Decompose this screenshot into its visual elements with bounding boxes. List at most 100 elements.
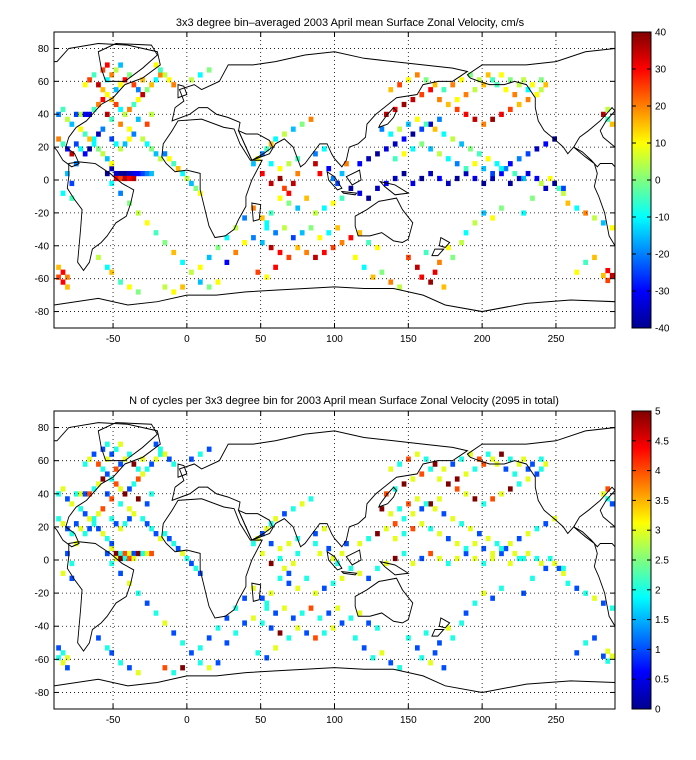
data-cell (197, 570, 203, 577)
data-cell (96, 101, 101, 108)
data-cell (534, 471, 540, 477)
data-cell (538, 560, 544, 567)
data-cell (56, 264, 61, 270)
data-cell (268, 590, 274, 596)
colorbar-tick-label: 1 (655, 645, 661, 656)
data-cell (472, 600, 478, 606)
data-cell (561, 185, 566, 191)
data-cell (375, 565, 380, 572)
data-cell (206, 635, 212, 641)
data-cell (255, 650, 261, 656)
data-cell (73, 161, 79, 167)
velocity-colorbar: 40 30 20 10 0 -10 -20 -30 -40 (631, 28, 670, 335)
data-cell (339, 575, 345, 581)
data-cell (104, 550, 110, 557)
data-cell (419, 471, 425, 477)
data-cell (69, 531, 75, 537)
data-cell (406, 254, 411, 261)
data-cell (503, 87, 509, 93)
data-cell (149, 491, 154, 497)
data-cell (251, 205, 256, 211)
data-cell (180, 665, 185, 671)
data-cell (100, 151, 106, 157)
data-cell (127, 126, 132, 132)
data-cell (428, 660, 433, 666)
data-cell (113, 170, 119, 177)
data-cell (96, 635, 101, 641)
data-cell (158, 72, 163, 78)
data-cell (525, 550, 531, 557)
data-cell (499, 111, 504, 117)
x-tick-label: 0 (184, 334, 190, 345)
data-cell (375, 244, 380, 251)
data-cell (308, 225, 314, 231)
data-cell (538, 456, 544, 462)
data-cell (251, 615, 256, 621)
data-cell (414, 72, 420, 78)
data-cell (459, 521, 464, 527)
data-cell (339, 240, 345, 246)
data-cell (317, 615, 323, 621)
data-cell (175, 545, 181, 552)
data-cell (118, 555, 123, 562)
data-cell (410, 526, 416, 532)
data-cell (65, 496, 70, 502)
data-cell (561, 565, 566, 572)
data-cell (113, 481, 119, 487)
data-cell (104, 535, 110, 542)
data-cell (472, 540, 478, 547)
data-cell (96, 146, 101, 152)
data-cell (463, 170, 469, 177)
data-cell (543, 521, 549, 527)
data-cell (153, 151, 159, 157)
colorbar-tick-label: 40 (655, 28, 667, 39)
colorbar-tick-label: 4 (655, 466, 661, 477)
data-cell (69, 180, 75, 187)
data-cell (375, 151, 380, 157)
data-cell (60, 190, 66, 196)
data-cell (401, 516, 407, 522)
colorbar-tick-label: 2 (655, 585, 661, 596)
data-cell (184, 175, 190, 182)
data-cell (366, 620, 371, 626)
data-cell (516, 101, 522, 108)
data-cell (494, 161, 500, 167)
data-cell (78, 126, 84, 132)
data-cell (397, 82, 402, 88)
data-cell (534, 92, 540, 98)
data-cell (463, 92, 469, 98)
data-cell (91, 106, 97, 113)
data-cell (423, 456, 429, 462)
data-cell (605, 648, 611, 654)
data-cell (82, 111, 88, 117)
x-tick-label: 100 (326, 334, 343, 345)
data-cell (268, 540, 274, 547)
data-cell (357, 610, 363, 616)
data-cell (437, 151, 442, 157)
data-cell (308, 496, 314, 502)
data-cell (60, 279, 66, 285)
data-cell (122, 550, 128, 557)
data-cell (60, 486, 66, 492)
data-cell (286, 161, 292, 167)
data-cell (109, 476, 115, 482)
data-cell (144, 550, 150, 557)
data-cell (277, 249, 283, 256)
data-cell (259, 620, 265, 626)
colorbar-tick-label: 10 (655, 139, 667, 150)
data-cell (543, 565, 549, 572)
data-cell (401, 136, 407, 142)
data-cell (264, 146, 270, 152)
data-cell (392, 141, 398, 147)
data-cell (370, 274, 376, 280)
data-cell (481, 461, 487, 467)
y-tick-label: 80 (38, 423, 50, 434)
data-cell (189, 456, 194, 462)
data-cell (87, 146, 92, 152)
data-cell (290, 560, 296, 567)
data-cell (414, 264, 420, 270)
colorbar-tick-label: 0 (655, 705, 661, 716)
data-cell (171, 249, 177, 256)
data-cell (259, 151, 265, 157)
